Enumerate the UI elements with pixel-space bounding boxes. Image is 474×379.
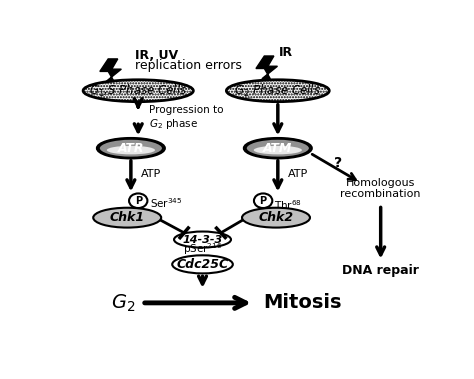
Ellipse shape [93, 208, 161, 227]
Text: ?: ? [334, 156, 342, 170]
Text: Cdc25C: Cdc25C [176, 258, 228, 271]
Text: Chk2: Chk2 [258, 211, 293, 224]
Text: P: P [260, 196, 267, 206]
Ellipse shape [242, 208, 310, 227]
Text: DNA repair: DNA repair [342, 264, 419, 277]
Text: $G_1$,S Phase Cells: $G_1$,S Phase Cells [89, 83, 187, 99]
Ellipse shape [107, 146, 155, 154]
Text: ATR: ATR [118, 142, 144, 155]
Ellipse shape [99, 139, 163, 158]
Polygon shape [256, 56, 277, 79]
Ellipse shape [244, 138, 312, 158]
Text: Mitosis: Mitosis [263, 293, 342, 312]
Text: replication errors: replication errors [135, 59, 241, 72]
Text: Homologous
recombination: Homologous recombination [340, 178, 421, 199]
Ellipse shape [174, 232, 231, 247]
Text: P: P [135, 196, 142, 206]
Circle shape [254, 193, 273, 208]
Text: Chk1: Chk1 [109, 211, 145, 224]
Ellipse shape [254, 146, 302, 154]
Text: Progression to
$G_2$ phase: Progression to $G_2$ phase [149, 105, 224, 131]
Text: 14-3-3: 14-3-3 [182, 235, 223, 244]
Text: IR: IR [279, 45, 293, 59]
Ellipse shape [172, 255, 233, 273]
Polygon shape [100, 59, 121, 81]
Text: $G_2$ Phase Cells: $G_2$ Phase Cells [234, 83, 321, 99]
Ellipse shape [97, 138, 165, 158]
Text: IR, UV: IR, UV [135, 49, 178, 61]
Text: pSer$^{216}$: pSer$^{216}$ [183, 241, 222, 257]
Ellipse shape [227, 80, 329, 102]
Circle shape [129, 193, 147, 208]
Text: Ser$^{345}$: Ser$^{345}$ [150, 196, 183, 210]
Ellipse shape [246, 139, 310, 158]
Text: ATP: ATP [141, 169, 161, 180]
Text: ATM: ATM [263, 142, 292, 155]
Text: $G_2$: $G_2$ [111, 292, 136, 313]
Text: Thr$^{68}$: Thr$^{68}$ [274, 198, 302, 212]
Text: ATP: ATP [288, 169, 308, 180]
Ellipse shape [83, 80, 193, 102]
